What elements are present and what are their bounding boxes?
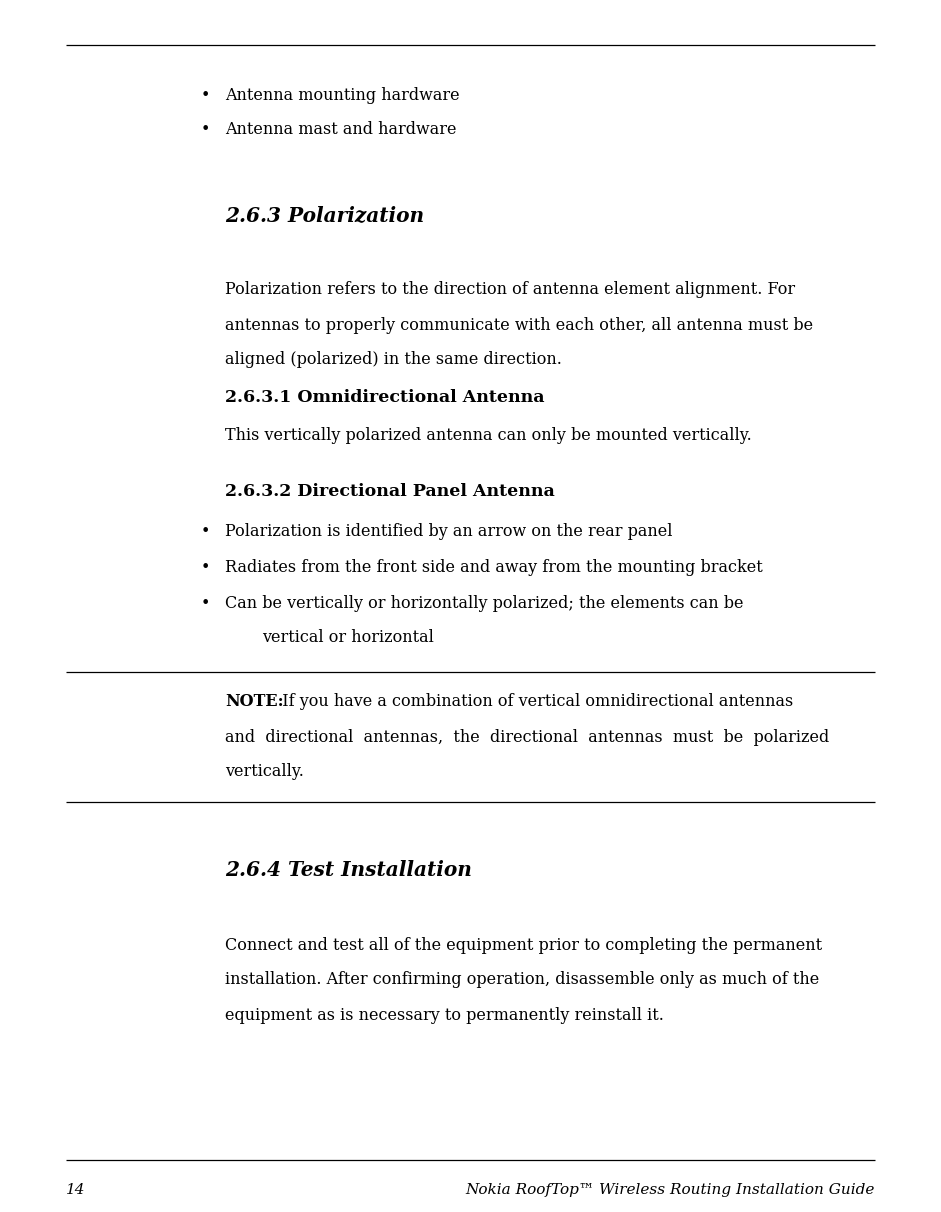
Text: Polarization is identified by an arrow on the rear panel: Polarization is identified by an arrow o… (225, 522, 673, 539)
Text: installation. After confirming operation, disassemble only as much of the: installation. After confirming operation… (225, 972, 820, 989)
Text: 14: 14 (66, 1183, 86, 1197)
Text: Nokia RoofTop™ Wireless Routing Installation Guide: Nokia RoofTop™ Wireless Routing Installa… (466, 1183, 875, 1197)
Text: equipment as is necessary to permanently reinstall it.: equipment as is necessary to permanently… (225, 1006, 663, 1023)
Text: 2.6.3 Polarization: 2.6.3 Polarization (225, 205, 424, 225)
Text: This vertically polarized antenna can only be mounted vertically.: This vertically polarized antenna can on… (225, 427, 752, 444)
Text: Polarization refers to the direction of antenna element alignment. For: Polarization refers to the direction of … (225, 281, 795, 298)
Text: 2.6.3.1 Omnidirectional Antenna: 2.6.3.1 Omnidirectional Antenna (225, 389, 545, 406)
Text: antennas to properly communicate with each other, all antenna must be: antennas to properly communicate with ea… (225, 316, 813, 333)
Text: 2.6.3.2 Directional Panel Antenna: 2.6.3.2 Directional Panel Antenna (225, 484, 555, 501)
Text: •: • (200, 595, 210, 612)
Text: aligned (polarized) in the same direction.: aligned (polarized) in the same directio… (225, 351, 562, 368)
Text: •: • (200, 121, 210, 138)
Text: vertically.: vertically. (225, 764, 304, 781)
Text: If you have a combination of vertical omnidirectional antennas: If you have a combination of vertical om… (272, 693, 793, 710)
Text: Antenna mast and hardware: Antenna mast and hardware (225, 121, 456, 138)
Text: Can be vertically or horizontally polarized; the elements can be: Can be vertically or horizontally polari… (225, 595, 743, 612)
Text: •: • (200, 86, 210, 103)
Text: Antenna mounting hardware: Antenna mounting hardware (225, 86, 459, 103)
Text: and  directional  antennas,  the  directional  antennas  must  be  polarized: and directional antennas, the directiona… (225, 728, 829, 745)
Text: •: • (200, 559, 210, 576)
Text: Connect and test all of the equipment prior to completing the permanent: Connect and test all of the equipment pr… (225, 937, 822, 954)
Text: 2.6.4 Test Installation: 2.6.4 Test Installation (225, 861, 471, 880)
Text: Radiates from the front side and away from the mounting bracket: Radiates from the front side and away fr… (225, 559, 763, 576)
Text: NOTE:: NOTE: (225, 693, 283, 710)
Text: •: • (200, 522, 210, 539)
Text: vertical or horizontal: vertical or horizontal (262, 629, 434, 646)
